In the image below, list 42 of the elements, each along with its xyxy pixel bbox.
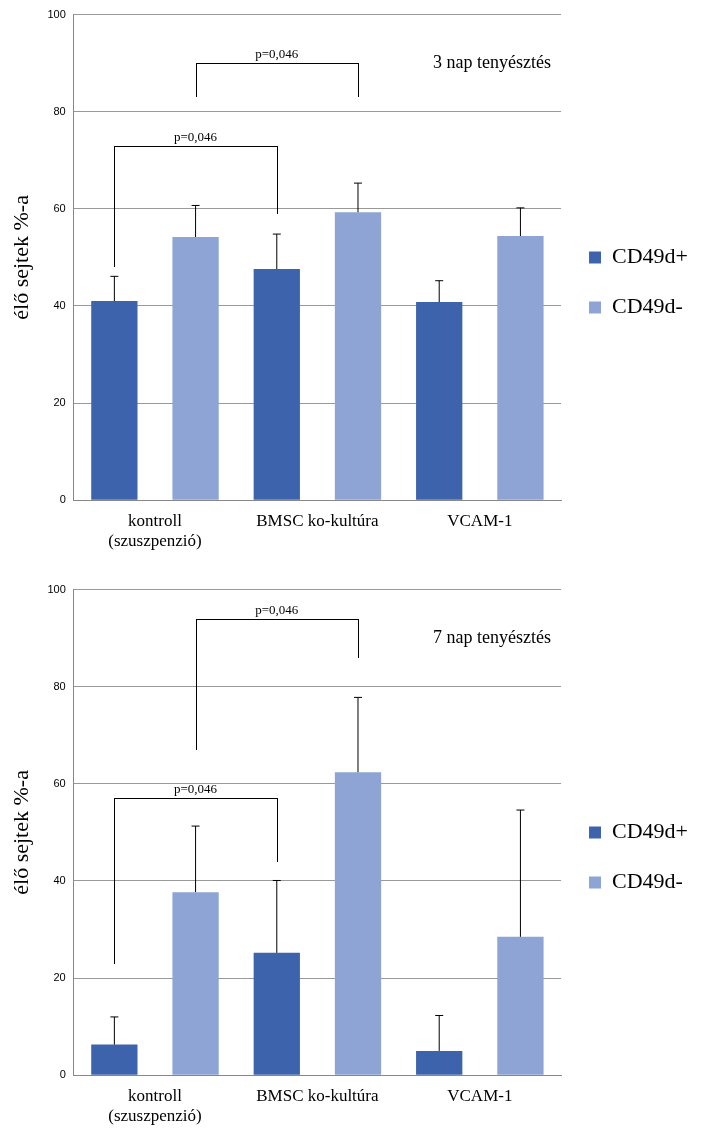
text: 7 nap tenyésztés	[433, 626, 552, 647]
legend-label: CD49d+	[612, 243, 688, 269]
x-tick-label: VCAM-1	[447, 510, 513, 530]
y-tick-label: 0	[59, 493, 66, 506]
x-tick-label: BMSC ko-kultúra	[256, 1085, 379, 1105]
annotation: p=0,046	[174, 781, 218, 798]
y-tick-label: 40	[53, 873, 66, 886]
bar	[91, 301, 138, 500]
annotation: p=0,046	[255, 601, 299, 618]
bar	[91, 1044, 138, 1075]
annotation: p=0,046	[255, 46, 299, 63]
bar	[253, 269, 300, 500]
legend-label: CD49d-	[612, 868, 683, 894]
x-tick-label: VCAM-1	[447, 1085, 513, 1105]
y-tick-label: 100	[47, 7, 66, 20]
y-axis-title: élő sejtek %-a	[7, 194, 33, 320]
y-tick-label: 20	[53, 396, 66, 409]
y-tick-label: 40	[53, 298, 66, 311]
y-tick-label: 60	[53, 201, 66, 214]
bar	[172, 892, 219, 1075]
x-tick-label: kontroll (szuszpenzió)	[108, 510, 202, 551]
bar	[334, 772, 382, 1075]
x-tick-label: kontroll (szuszpenzió)	[108, 1085, 202, 1126]
y-tick-label: 60	[53, 776, 66, 789]
bar	[416, 302, 463, 500]
bar	[416, 1050, 463, 1075]
legend-label: CD49d-	[612, 293, 683, 319]
annotation: p=0,046	[174, 128, 218, 145]
bar	[497, 936, 544, 1075]
bar	[497, 236, 544, 500]
x-tick-label: BMSC ko-kultúra	[256, 510, 379, 530]
y-tick-label: 0	[59, 1068, 66, 1081]
bar	[172, 237, 219, 500]
text: 3 nap tenyésztés	[433, 51, 552, 72]
legend-label: CD49d+	[612, 818, 688, 844]
bar	[253, 952, 300, 1075]
y-tick-label: 80	[53, 679, 66, 692]
y-axis-title: élő sejtek %-a	[7, 769, 33, 895]
y-tick-label: 80	[53, 104, 66, 117]
y-tick-label: 100	[47, 582, 66, 595]
bar	[334, 212, 382, 500]
y-tick-label: 20	[53, 971, 66, 984]
